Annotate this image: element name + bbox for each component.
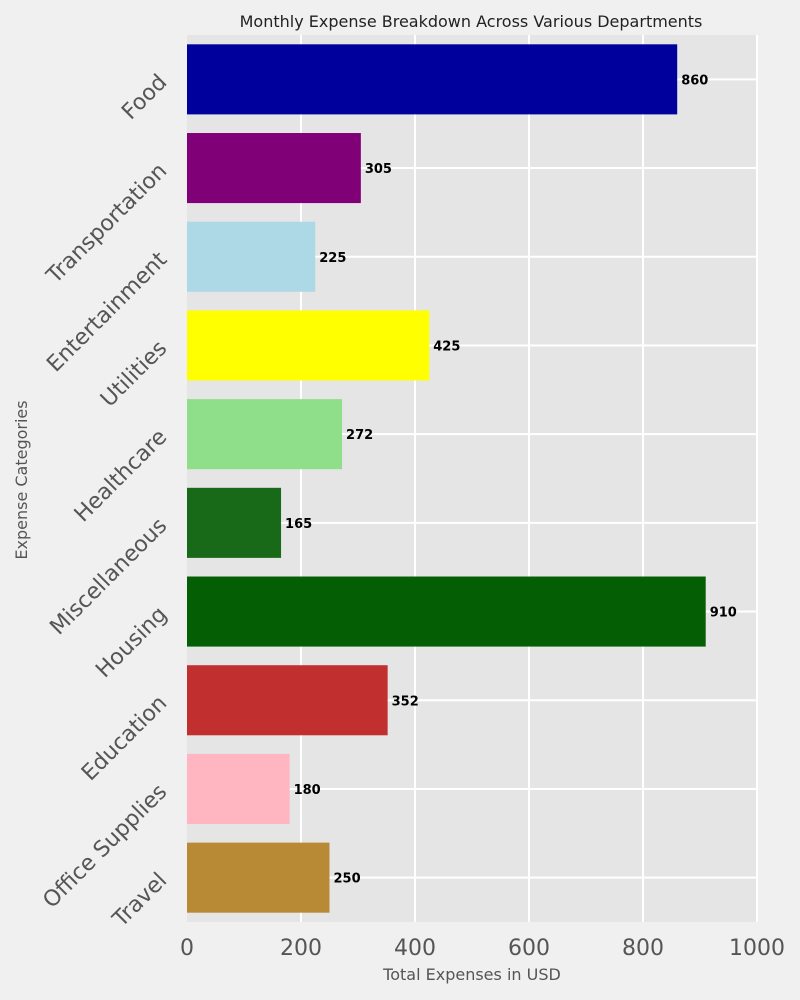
bar-utilities	[187, 310, 430, 381]
chart-title: Monthly Expense Breakdown Across Various…	[240, 12, 703, 31]
value-label: 165	[285, 517, 312, 532]
value-label: 305	[365, 162, 392, 177]
value-label: 425	[433, 339, 460, 354]
x-tick-label: 800	[622, 936, 664, 961]
value-label: 180	[294, 783, 321, 798]
y-tick-label: Education	[77, 691, 172, 786]
y-tick-label: Housing	[91, 602, 172, 683]
x-tick-label: 200	[280, 936, 322, 961]
y-tick-label: Healthcare	[70, 425, 172, 527]
bar-miscellaneous	[187, 487, 282, 558]
bar-travel	[187, 842, 330, 913]
bar-education	[187, 665, 388, 736]
x-tick-labels: 0 200 400 600 800 1000	[180, 936, 785, 961]
y-tick-label: Food	[117, 70, 172, 125]
value-label: 910	[710, 606, 737, 621]
y-tick-label: Utilities	[96, 336, 172, 412]
value-label: 860	[681, 73, 708, 88]
y-axis-label: Expense Categories	[12, 400, 31, 559]
bar-healthcare	[187, 399, 343, 470]
value-label: 250	[334, 872, 361, 887]
y-tick-labels: FoodTransportationEntertainmentUtilities…	[38, 70, 172, 933]
x-tick-label: 400	[394, 936, 436, 961]
x-tick-label: 0	[180, 936, 194, 961]
x-axis-label: Total Expenses in USD	[382, 965, 561, 984]
bar-transportation	[187, 133, 361, 204]
y-tick-label: Travel	[108, 868, 173, 933]
bars	[187, 44, 706, 913]
x-tick-label: 1000	[729, 936, 785, 961]
bar-entertainment	[187, 221, 316, 292]
bar-office-supplies	[187, 753, 290, 824]
value-labels: 860 305 225 425 272 165 910 352 180 250	[285, 73, 737, 886]
value-label: 352	[392, 694, 419, 709]
value-label: 225	[319, 251, 346, 266]
x-tick-label: 600	[508, 936, 550, 961]
bar-food	[187, 44, 678, 115]
value-label: 272	[346, 428, 373, 443]
bar-housing	[187, 576, 706, 647]
